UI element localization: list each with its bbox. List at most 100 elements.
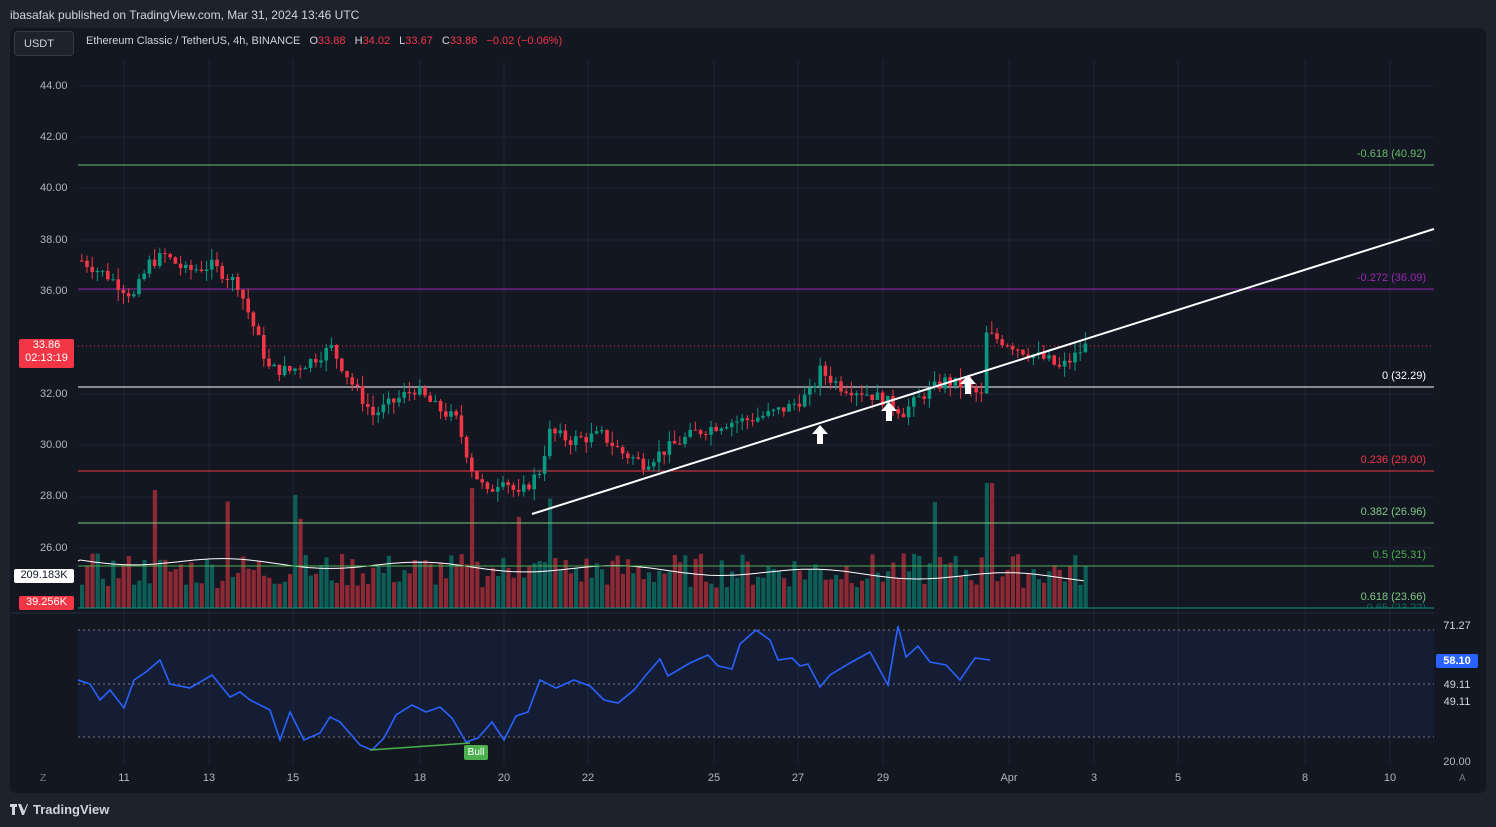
candle-body xyxy=(1083,343,1088,353)
candle-body xyxy=(688,429,692,437)
volume-bar xyxy=(355,585,360,608)
auto-scale-right-button[interactable]: A xyxy=(1459,773,1466,784)
candle-body xyxy=(345,371,349,378)
candle-body xyxy=(652,462,656,467)
volume-bar xyxy=(303,554,308,608)
currency-button[interactable]: USDT xyxy=(14,31,74,56)
last-price-tag: 33.86 02:13:19 xyxy=(19,339,74,368)
volume-bar xyxy=(964,569,969,608)
candle-body xyxy=(282,366,287,375)
time-tick: 18 xyxy=(413,772,427,784)
volume-bar xyxy=(563,560,568,608)
volume-bar xyxy=(797,570,802,608)
overlay-drawings xyxy=(531,228,1435,515)
chart-panel[interactable] xyxy=(10,28,1486,793)
volume-bar xyxy=(880,581,885,608)
volume-bar xyxy=(683,555,688,608)
candle-body xyxy=(626,453,630,459)
close-label: C xyxy=(441,35,450,47)
volume-bar xyxy=(579,581,584,608)
volume-bar xyxy=(90,553,95,608)
candle-body xyxy=(1068,360,1072,363)
candle-body xyxy=(371,406,375,416)
volume-bar xyxy=(168,571,173,608)
volume-bar xyxy=(740,554,745,608)
candle-body xyxy=(126,293,131,297)
candle-body xyxy=(984,332,989,394)
candle-body xyxy=(865,394,869,396)
candle-body xyxy=(724,427,729,429)
candle-body xyxy=(1010,345,1015,350)
tradingview-logo[interactable]: TradingView xyxy=(10,802,109,817)
volume-bar xyxy=(631,573,636,608)
candle-body xyxy=(355,384,360,387)
fib-label: 0.5 (25.31) xyxy=(1372,549,1426,561)
volume-bar xyxy=(262,575,267,608)
volume-tag: 39.256K xyxy=(19,596,74,610)
volume-bar xyxy=(1042,582,1047,608)
volume-bar xyxy=(818,568,823,608)
time-tick: 15 xyxy=(286,772,300,784)
candle-body xyxy=(95,270,100,273)
volume-bar xyxy=(381,572,386,608)
price-tick: 30.00 xyxy=(40,439,68,451)
candle-body xyxy=(657,451,661,463)
volume-bar xyxy=(605,584,610,608)
volume-bar xyxy=(506,568,511,608)
volume-bar xyxy=(802,579,807,608)
volume-bar xyxy=(360,573,365,608)
candle-body xyxy=(314,359,318,363)
candle-body xyxy=(917,396,921,398)
volume-bar xyxy=(386,555,391,608)
volume-bar xyxy=(178,564,183,608)
candle-body xyxy=(293,368,297,371)
candle-body xyxy=(574,436,578,446)
volume-bar xyxy=(636,566,641,608)
rsi-band xyxy=(78,630,1434,737)
volume-bar xyxy=(444,578,449,608)
candle-body xyxy=(849,392,854,396)
time-tick: 10 xyxy=(1383,772,1397,784)
volume-bar xyxy=(958,575,963,608)
up-arrow-icon xyxy=(881,402,897,421)
up-arrow-icon xyxy=(812,425,828,444)
volume-bar xyxy=(189,562,194,608)
candle-body xyxy=(381,404,386,413)
candle-body xyxy=(225,278,230,281)
candle-body xyxy=(412,392,417,395)
candle-body xyxy=(449,411,453,417)
auto-scale-left-button[interactable]: Z xyxy=(40,773,47,784)
volume-bar xyxy=(1062,581,1067,608)
volume-bar xyxy=(522,577,527,608)
volume-bar xyxy=(662,573,667,608)
candle-body xyxy=(111,279,115,281)
candle-body xyxy=(548,428,552,457)
volume-bar xyxy=(896,578,901,608)
candle-body xyxy=(870,394,874,400)
volume-bar xyxy=(927,563,932,608)
up-arrow-icon xyxy=(960,375,976,394)
volume-bar xyxy=(574,568,579,608)
volume-bar xyxy=(1031,569,1036,608)
volume-bar xyxy=(750,584,755,608)
volume-bar xyxy=(652,581,657,608)
candle-body xyxy=(974,387,978,393)
volume-bar xyxy=(714,587,719,608)
volume-bar xyxy=(100,578,105,608)
volume-bar xyxy=(984,483,989,608)
fibonacci-lines xyxy=(78,164,1434,609)
volume-bar xyxy=(719,560,724,608)
candle-body xyxy=(600,430,604,432)
candle-body xyxy=(990,332,994,334)
candle-body xyxy=(85,260,89,267)
candle-body xyxy=(891,395,895,410)
candle-body xyxy=(334,345,339,359)
candle-body xyxy=(163,253,167,255)
candle-body xyxy=(568,440,573,446)
rsi-pane xyxy=(10,612,1434,751)
volume-bar xyxy=(745,561,750,608)
candle-body xyxy=(802,394,807,407)
change-value: −0.02 (−0.06%) xyxy=(486,35,563,47)
candle-body xyxy=(880,392,885,406)
